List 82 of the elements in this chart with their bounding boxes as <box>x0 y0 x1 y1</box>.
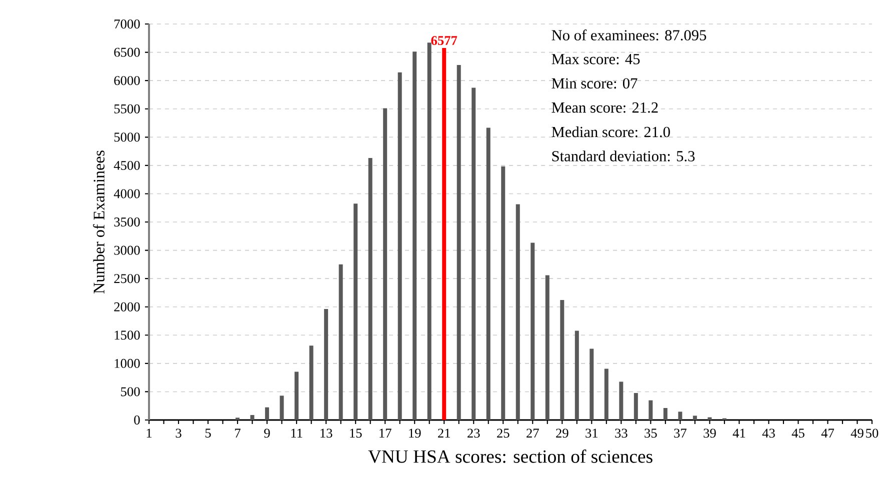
bar <box>280 396 284 420</box>
bar <box>634 393 638 420</box>
bar <box>368 158 372 420</box>
x-tick-label: 5 <box>205 428 211 438</box>
y-axis-title: Number of Examinees <box>93 150 104 294</box>
x-tick-label: 39 <box>704 428 716 438</box>
annotation: Standard deviation: 5.3 <box>552 150 695 162</box>
y-tick-label: 6500 <box>114 48 140 57</box>
y-tick-label: 2500 <box>114 274 140 284</box>
x-tick-label: 31 <box>586 428 598 438</box>
x-tick-label: 23 <box>468 428 480 438</box>
bar <box>692 416 697 420</box>
y-tick-label: 5000 <box>114 132 140 142</box>
x-tick-label: 45 <box>792 428 804 438</box>
y-tick-label: 500 <box>121 387 140 396</box>
bar <box>486 128 490 420</box>
data-label: 6577 <box>431 36 458 46</box>
x-tick-label: 11 <box>291 428 302 438</box>
bar <box>501 166 506 420</box>
bar <box>545 275 550 420</box>
x-tick-label: 25 <box>497 428 510 438</box>
bar <box>604 368 608 420</box>
bar <box>324 309 328 420</box>
x-tick-label: 49 <box>850 428 864 438</box>
bar <box>530 242 535 420</box>
bar <box>398 72 402 420</box>
x-tick-label: 27 <box>526 428 539 438</box>
x-tick-label: 37 <box>674 428 686 438</box>
bar <box>309 346 314 420</box>
bar <box>412 52 417 420</box>
y-tick-label: 1000 <box>114 358 140 368</box>
annotation: Max score: 45 <box>552 54 640 64</box>
x-tick-label: 33 <box>615 428 628 438</box>
y-tick-label: 0 <box>134 416 140 424</box>
x-tick-label: 21 <box>438 428 450 438</box>
x-tick-label: 7 <box>235 428 240 438</box>
x-tick-label: 19 <box>409 428 421 438</box>
y-tick-label: 5500 <box>114 104 140 114</box>
y-tick-label: 2000 <box>114 302 140 312</box>
bar <box>265 407 270 420</box>
x-tick-label: 41 <box>732 428 746 438</box>
x-tick-label: 1 <box>146 428 152 438</box>
y-tick-label: 6000 <box>114 76 140 86</box>
bar <box>456 65 461 420</box>
x-tick-label: 15 <box>350 428 362 438</box>
bar <box>648 400 653 420</box>
bar <box>383 108 388 420</box>
x-tick-label: 43 <box>762 428 775 438</box>
bar <box>708 417 712 420</box>
x-tick-label: 50 <box>866 428 878 438</box>
bar <box>427 42 432 420</box>
x-tick-label: 9 <box>264 428 270 438</box>
annotation: No of examinees: 87.095 <box>552 30 706 40</box>
bar <box>574 330 579 420</box>
x-axis-title: VNU HSA scores: section of sciences <box>368 450 652 463</box>
bar <box>678 412 682 420</box>
annotation: Median score: 21.0 <box>552 126 670 138</box>
annotation: Min score: 07 <box>552 78 638 89</box>
x-tick-label: 29 <box>556 428 568 438</box>
x-tick-label: 13 <box>320 428 332 438</box>
y-tick-label: 4000 <box>114 189 140 198</box>
y-tick-label: 3000 <box>114 246 140 255</box>
x-tick-label: 3 <box>176 428 182 438</box>
bar <box>560 300 564 420</box>
y-tick-label: 4500 <box>114 160 140 170</box>
bar <box>590 348 594 420</box>
x-tick-label: 47 <box>821 428 834 438</box>
bar <box>619 382 624 420</box>
bar <box>294 372 299 420</box>
y-tick-label: 7000 <box>114 20 140 29</box>
bar <box>516 204 520 420</box>
bar <box>472 88 476 420</box>
bar <box>338 264 343 420</box>
x-tick-label: 17 <box>380 428 392 438</box>
bar <box>663 408 668 420</box>
y-tick-label: 1500 <box>114 330 140 340</box>
y-tick-label: 3500 <box>114 218 140 226</box>
bar <box>250 415 254 420</box>
bar <box>354 204 358 420</box>
annotation: Mean score: 21.2 <box>552 102 658 113</box>
x-tick-label: 35 <box>644 428 657 438</box>
bar <box>442 48 446 420</box>
